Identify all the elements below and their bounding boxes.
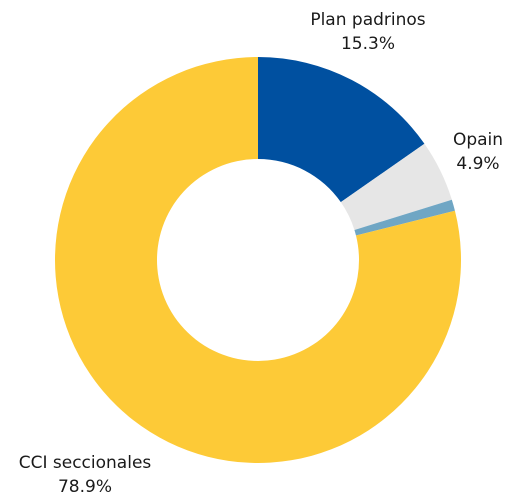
pie-slice-unlabeled-2: [354, 199, 455, 236]
pie-slice-opain: [340, 143, 452, 230]
pie-slice-plan-padrinos: [258, 57, 425, 203]
pie-slice-cci-seccionales: [54, 57, 461, 464]
label-opain-value: 4.9%: [456, 154, 500, 174]
label-plan-padrinos: Plan padrinos 15.3%: [298, 8, 438, 56]
label-cci-seccionales-name: CCI seccionales: [18, 453, 152, 473]
label-opain: Opain 4.9%: [438, 128, 518, 176]
label-cci-seccionales: CCI seccionales 78.9%: [0, 451, 170, 499]
label-opain-name: Opain: [452, 130, 504, 150]
label-plan-padrinos-name: Plan padrinos: [310, 10, 426, 30]
label-cci-seccionales-value: 78.9%: [57, 477, 112, 497]
label-plan-padrinos-value: 15.3%: [340, 34, 395, 54]
